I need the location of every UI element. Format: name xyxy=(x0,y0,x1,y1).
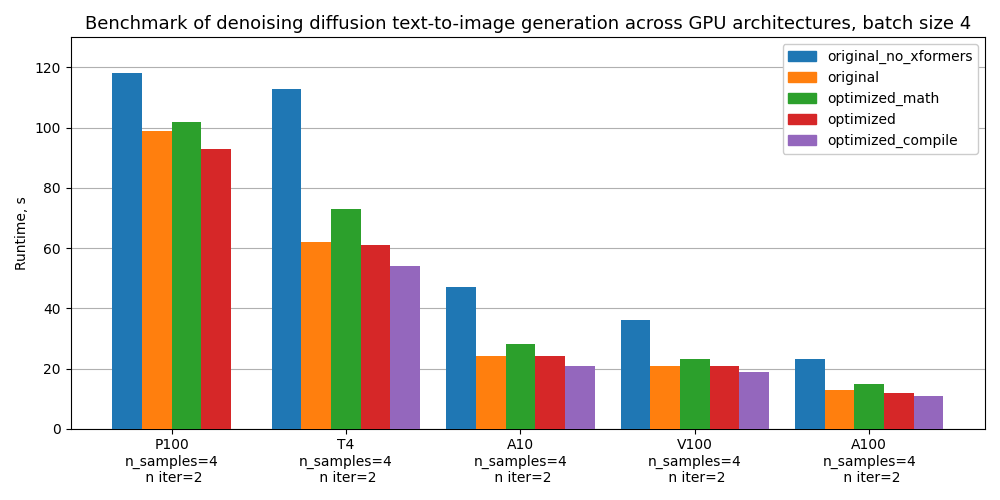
Bar xyxy=(825,390,854,428)
Bar xyxy=(535,356,565,428)
Bar xyxy=(854,384,884,428)
Bar xyxy=(301,242,331,428)
Bar xyxy=(476,356,506,428)
Bar xyxy=(361,245,390,428)
Bar xyxy=(331,209,361,428)
Bar xyxy=(650,366,680,428)
Bar xyxy=(621,320,650,428)
Bar xyxy=(172,122,201,428)
Bar xyxy=(739,372,769,428)
Legend: original_no_xformers, original, optimized_math, optimized, optimized_compile: original_no_xformers, original, optimize… xyxy=(783,44,978,154)
Bar xyxy=(565,366,595,428)
Bar xyxy=(710,366,739,428)
Bar xyxy=(795,360,825,428)
Bar xyxy=(446,287,476,428)
Bar xyxy=(506,344,535,428)
Bar xyxy=(272,88,301,428)
Y-axis label: Runtime, s: Runtime, s xyxy=(15,196,29,270)
Bar xyxy=(914,396,943,428)
Bar xyxy=(201,148,231,428)
Title: Benchmark of denoising diffusion text-to-image generation across GPU architectur: Benchmark of denoising diffusion text-to… xyxy=(85,15,971,33)
Bar xyxy=(680,360,710,428)
Bar xyxy=(112,74,142,428)
Bar xyxy=(390,266,420,428)
Bar xyxy=(142,130,172,428)
Bar xyxy=(884,392,914,428)
